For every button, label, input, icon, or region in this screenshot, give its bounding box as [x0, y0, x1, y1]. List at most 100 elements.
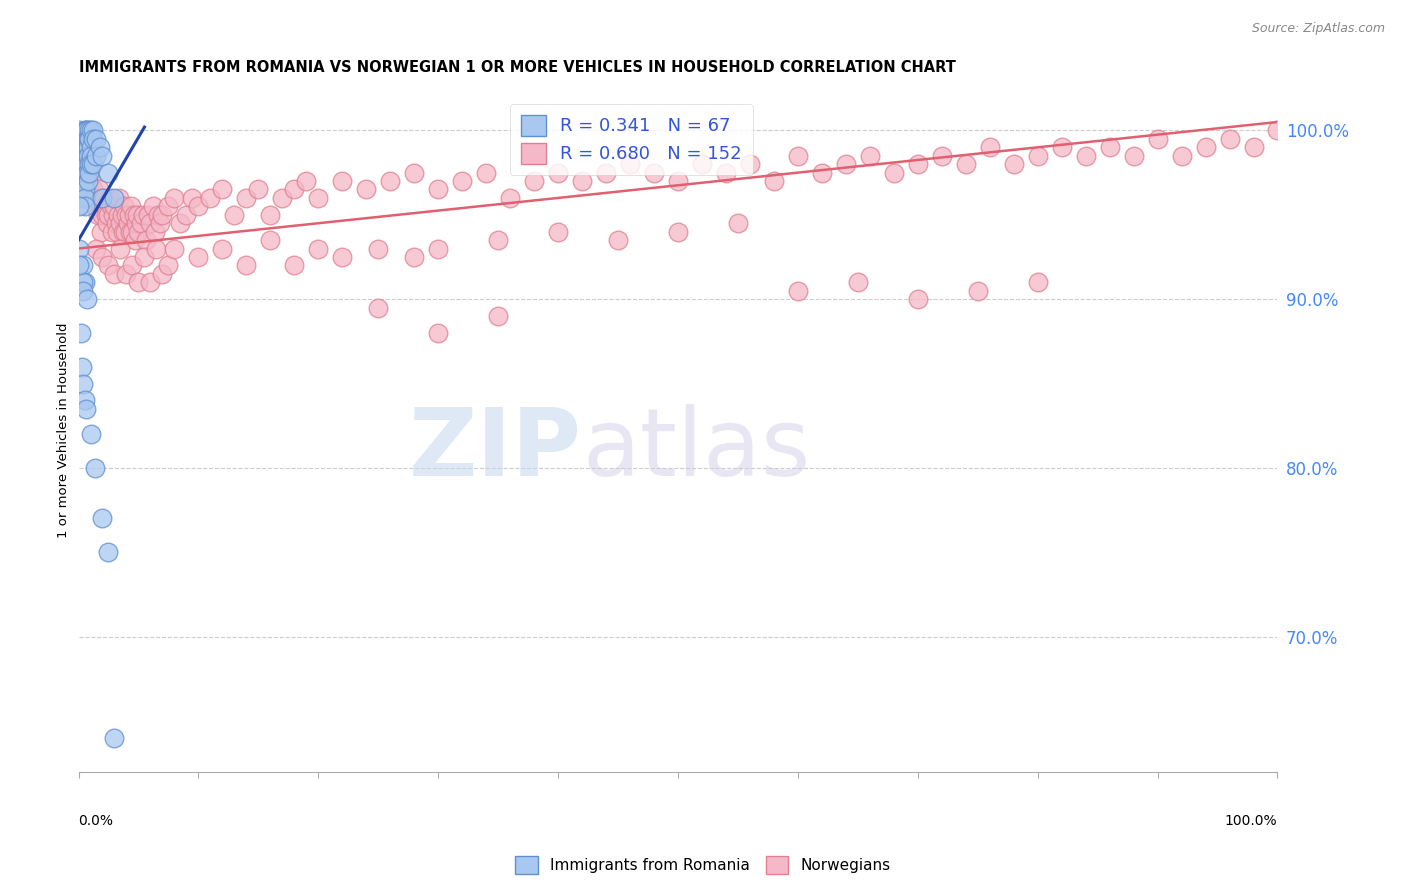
Point — [91, 511, 114, 525]
Point — [104, 216, 127, 230]
Point — [307, 242, 329, 256]
Point — [103, 731, 125, 745]
Point — [835, 157, 858, 171]
Point — [127, 275, 149, 289]
Point — [86, 208, 108, 222]
Point — [73, 123, 96, 137]
Point — [139, 216, 162, 230]
Point — [115, 208, 138, 222]
Point — [117, 216, 139, 230]
Point — [91, 250, 114, 264]
Point — [86, 149, 108, 163]
Point — [120, 199, 142, 213]
Point — [103, 267, 125, 281]
Point — [67, 157, 90, 171]
Point — [1002, 157, 1025, 171]
Point — [235, 259, 257, 273]
Point — [427, 326, 450, 340]
Point — [811, 166, 834, 180]
Point — [97, 545, 120, 559]
Point — [89, 140, 111, 154]
Point — [79, 157, 101, 171]
Point — [547, 166, 569, 180]
Point — [607, 233, 630, 247]
Point — [77, 191, 100, 205]
Point — [75, 401, 97, 416]
Point — [129, 216, 152, 230]
Point — [79, 427, 101, 442]
Point — [690, 157, 713, 171]
Point — [786, 149, 808, 163]
Point — [76, 292, 98, 306]
Point — [523, 174, 546, 188]
Point — [67, 149, 90, 163]
Point — [97, 166, 120, 180]
Point — [67, 132, 90, 146]
Point — [121, 259, 143, 273]
Point — [1098, 140, 1121, 154]
Point — [77, 140, 100, 154]
Point — [76, 132, 98, 146]
Point — [127, 225, 149, 239]
Point — [907, 292, 929, 306]
Point — [859, 149, 882, 163]
Point — [112, 199, 135, 213]
Point — [380, 174, 402, 188]
Point — [499, 191, 522, 205]
Point — [136, 208, 159, 222]
Point — [259, 233, 281, 247]
Point — [955, 157, 977, 171]
Point — [152, 208, 174, 222]
Point — [134, 250, 156, 264]
Point — [73, 191, 96, 205]
Point — [105, 225, 128, 239]
Point — [486, 309, 509, 323]
Point — [1026, 275, 1049, 289]
Point — [86, 191, 108, 205]
Point — [330, 250, 353, 264]
Legend: Immigrants from Romania, Norwegians: Immigrants from Romania, Norwegians — [509, 850, 897, 880]
Point — [79, 149, 101, 163]
Point — [97, 259, 120, 273]
Point — [73, 182, 96, 196]
Point — [283, 182, 305, 196]
Point — [643, 166, 665, 180]
Point — [107, 208, 129, 222]
Point — [97, 208, 120, 222]
Point — [427, 182, 450, 196]
Point — [67, 166, 90, 180]
Point — [79, 123, 101, 137]
Point — [91, 208, 114, 222]
Text: 100.0%: 100.0% — [1225, 814, 1278, 828]
Point — [176, 208, 198, 222]
Point — [163, 191, 186, 205]
Point — [738, 157, 761, 171]
Point — [108, 191, 131, 205]
Text: ZIP: ZIP — [409, 404, 582, 497]
Point — [82, 123, 104, 137]
Point — [1170, 149, 1192, 163]
Point — [145, 242, 167, 256]
Point — [451, 174, 474, 188]
Point — [187, 199, 209, 213]
Point — [76, 123, 98, 137]
Point — [79, 166, 101, 180]
Point — [79, 182, 101, 196]
Point — [427, 242, 450, 256]
Point — [122, 208, 145, 222]
Point — [75, 166, 97, 180]
Point — [135, 233, 157, 247]
Point — [1122, 149, 1144, 163]
Point — [73, 275, 96, 289]
Point — [247, 182, 270, 196]
Point — [181, 191, 204, 205]
Point — [149, 216, 172, 230]
Point — [762, 174, 785, 188]
Point — [75, 132, 97, 146]
Point — [94, 199, 117, 213]
Point — [127, 208, 149, 222]
Point — [82, 182, 104, 196]
Point — [367, 301, 389, 315]
Point — [404, 166, 426, 180]
Point — [76, 174, 98, 188]
